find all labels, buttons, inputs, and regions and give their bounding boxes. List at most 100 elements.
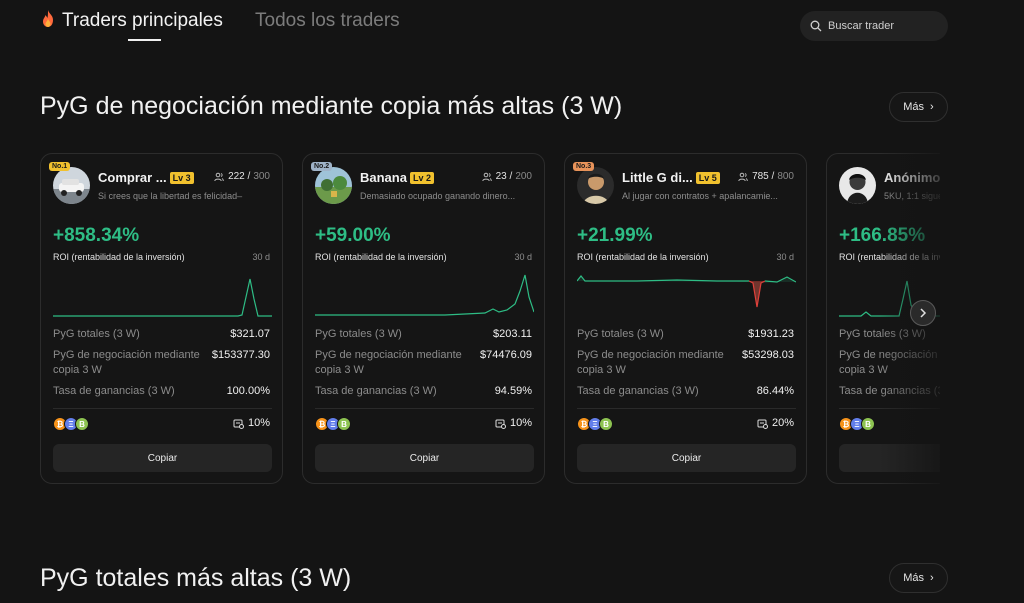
followers-count: 222 /300 <box>214 171 270 182</box>
stat-value: $321.07 <box>230 328 270 340</box>
roi-value: +21.99% <box>577 225 653 246</box>
coin-list: ₿ Ξ B <box>315 417 351 431</box>
rank-badge: No.3 <box>573 162 595 171</box>
stat-label: PyG de negociación mediante copia 3 W <box>577 349 724 376</box>
stat-label: PyG de negociación mediante copia 3 W <box>53 349 200 376</box>
stat-label: Tasa de ganancias (3 W) <box>839 385 940 397</box>
trader-name[interactable]: Banana Lv 2 <box>360 170 434 185</box>
profit-share-icon <box>495 419 506 429</box>
stat-value: $203.11 <box>493 328 532 340</box>
bitcoin-cash-icon: B <box>75 417 89 431</box>
roi-label: ROI (rentabilidad de la inv <box>839 252 940 262</box>
coin-list: ₿ Ξ B <box>839 417 875 431</box>
stat-value: $53298.03 <box>742 349 794 361</box>
period-label: 30 d <box>776 252 794 262</box>
bitcoin-cash-icon: B <box>337 417 351 431</box>
stat-label: PyG totales (3 W) <box>53 328 140 340</box>
chevron-right-icon <box>920 308 927 318</box>
stat-value: 100.00% <box>226 385 270 397</box>
coin-list: ₿ Ξ B <box>53 417 89 431</box>
profit-share: 10% <box>495 417 532 429</box>
rank-badge: No.2 <box>311 162 333 171</box>
search-icon <box>810 20 822 32</box>
roi-label: ROI (rentabilidad de la inversión) <box>315 252 447 262</box>
followers-count: 785 /800 <box>738 171 794 182</box>
stat-value: $1931.23 <box>748 328 794 340</box>
copy-button[interactable]: Copiar <box>53 444 272 472</box>
stat-label: Tasa de ganancias (3 W) <box>577 385 699 397</box>
more-button-copy-pnl[interactable]: Más › <box>889 92 948 122</box>
search-box[interactable] <box>800 11 948 41</box>
level-badge: Lv 3 <box>169 172 194 184</box>
stat-label: Tasa de ganancias (3 W) <box>53 385 175 397</box>
stat-label: PyG totales (3 W) <box>839 328 926 340</box>
coin-list: ₿ Ξ B <box>577 417 613 431</box>
stat-label: PyG de negociación mediante copia 3 W <box>839 349 940 376</box>
copy-button[interactable]: Copiar <box>577 444 796 472</box>
avatar <box>53 167 90 204</box>
divider <box>53 408 272 409</box>
bitcoin-icon: ₿ <box>315 417 329 431</box>
stat-label: PyG de negociación mediante copia 3 W <box>315 349 462 376</box>
period-label: 30 d <box>252 252 270 262</box>
bitcoin-cash-icon: B <box>599 417 613 431</box>
users-icon <box>481 172 492 181</box>
stat-label: PyG totales (3 W) <box>577 328 664 340</box>
trader-bio: Demasiado ocupado ganando dinero... <box>360 191 516 201</box>
copy-button[interactable]: Copiar <box>315 444 534 472</box>
tab-label-active: Traders principales <box>62 10 223 31</box>
trader-card[interactable]: No.2 Banana Lv 2 23 /200 Demasiado ocupad… <box>302 153 545 484</box>
roi-sparkline <box>577 275 796 308</box>
fire-icon <box>43 10 53 27</box>
stat-label: Tasa de ganancias (3 W) <box>315 385 437 397</box>
more-label: Más <box>903 572 925 584</box>
trader-card[interactable]: No.3 Little G di... Lv 5 785 /800 Al juga… <box>564 153 807 484</box>
trader-bio: 5KU, 1:1 sigue <box>884 191 940 201</box>
roi-label: ROI (rentabilidad de la inversión) <box>577 252 709 262</box>
bitcoin-cash-icon: B <box>861 417 875 431</box>
stat-label: PyG totales (3 W) <box>315 328 402 340</box>
chevron-right-icon: › <box>930 101 934 113</box>
section-title-total-pnl: PyG totales más altas (3 W) <box>40 564 352 592</box>
stat-value: $153377.30 <box>211 349 270 361</box>
trader-bio: Al jugar con contratos + apalancamie... <box>622 191 778 201</box>
avatar <box>577 167 614 204</box>
followers-count: 23 /200 <box>481 171 532 182</box>
trader-card[interactable]: No.1 Comprar ... Lv 3 222 /300 Si crees q… <box>40 153 283 484</box>
profit-share-icon <box>757 419 768 429</box>
section-title-copy-pnl: PyG de negociación mediante copia más al… <box>40 92 623 120</box>
avatar <box>839 167 876 204</box>
profit-share: 20% <box>757 417 794 429</box>
roi-sparkline <box>315 274 534 316</box>
chevron-right-icon: › <box>930 572 934 584</box>
roi-value: +858.34% <box>53 225 140 246</box>
copy-button[interactable]: Co <box>839 444 940 472</box>
search-input[interactable] <box>828 20 938 32</box>
tab-todos-los-traders[interactable]: Todos los traders <box>255 10 400 31</box>
trader-name[interactable]: Little G di... Lv 5 <box>622 170 720 185</box>
roi-value: +166.85% <box>839 225 926 246</box>
divider <box>315 408 534 409</box>
roi-value: +59.00% <box>315 225 391 246</box>
avatar <box>315 167 352 204</box>
stat-value: 86.44% <box>756 385 794 397</box>
more-button-total-pnl[interactable]: Más › <box>889 563 948 593</box>
users-icon <box>738 172 748 181</box>
roi-sparkline <box>53 278 272 317</box>
divider <box>839 408 940 409</box>
trader-name[interactable]: Anónimo <box>884 170 940 185</box>
level-badge: Lv 5 <box>695 172 720 184</box>
users-icon <box>214 172 224 181</box>
tab-traders-principales[interactable]: Traders principales <box>40 10 223 32</box>
level-badge: Lv 2 <box>409 172 434 184</box>
trader-cards: No.1 Comprar ... Lv 3 222 /300 Si crees q… <box>40 153 940 484</box>
rank-badge: No.1 <box>49 162 71 171</box>
profit-share: 10% <box>233 417 270 429</box>
carousel-next-button[interactable] <box>910 300 936 326</box>
period-label: 30 d <box>514 252 532 262</box>
stat-value: $74476.09 <box>480 349 532 361</box>
more-label: Más <box>903 101 925 113</box>
divider <box>577 408 796 409</box>
trader-name[interactable]: Comprar ... Lv 3 <box>98 170 194 185</box>
roi-label: ROI (rentabilidad de la inversión) <box>53 252 185 262</box>
